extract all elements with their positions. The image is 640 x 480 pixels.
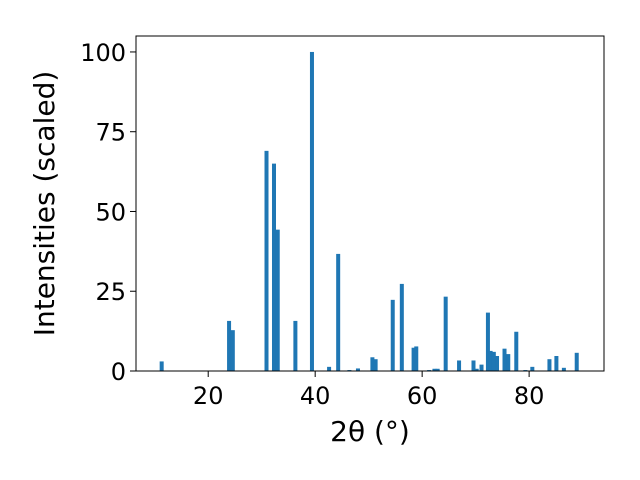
- bar: [373, 359, 378, 371]
- bar: [327, 366, 332, 371]
- bar: [336, 253, 341, 371]
- x-tick-label: 80: [514, 382, 545, 410]
- bar: [271, 163, 276, 371]
- bar: [506, 354, 511, 371]
- y-axis-ticks: 0 25 50 75 100: [80, 39, 136, 386]
- bar: [230, 330, 235, 371]
- x-tick-label: 60: [407, 382, 438, 410]
- bar: [275, 229, 280, 371]
- bar: [574, 352, 579, 371]
- bar: [485, 312, 490, 371]
- bar: [309, 51, 314, 371]
- y-tick-label: 25: [95, 278, 126, 306]
- bar: [370, 357, 375, 371]
- bar: [457, 360, 462, 371]
- bar: [293, 320, 298, 371]
- bar: [471, 360, 476, 371]
- plot-frame: [135, 35, 605, 372]
- bar: [554, 356, 559, 371]
- bar: [227, 320, 232, 371]
- bar: [479, 364, 484, 371]
- x-axis-label: 2θ (°): [330, 415, 410, 448]
- bar: [561, 367, 566, 371]
- y-axis-label: Intensities (scaled): [28, 71, 61, 337]
- y-tick-label: 100: [80, 39, 126, 67]
- bar-series: [159, 51, 579, 371]
- x-tick-label: 20: [193, 382, 224, 410]
- bar: [547, 359, 552, 371]
- bar: [530, 366, 535, 371]
- y-tick-label: 0: [111, 358, 126, 386]
- x-axis-ticks: 20 40 60 80: [193, 371, 544, 410]
- bar: [514, 331, 519, 371]
- bar: [491, 351, 496, 371]
- y-tick-label: 50: [95, 198, 126, 226]
- bar: [502, 348, 507, 371]
- bar: [488, 350, 493, 371]
- bar: [443, 296, 448, 371]
- bar: [411, 347, 416, 371]
- bar: [495, 356, 500, 371]
- bar: [432, 368, 437, 371]
- bar: [264, 150, 269, 371]
- bar: [435, 368, 440, 371]
- bar: [355, 368, 360, 371]
- bar: [399, 283, 404, 371]
- bar: [159, 361, 164, 371]
- x-tick-label: 40: [300, 382, 331, 410]
- bar: [474, 368, 479, 371]
- bar: [390, 299, 395, 371]
- bar: [414, 346, 419, 371]
- y-tick-label: 75: [95, 119, 126, 147]
